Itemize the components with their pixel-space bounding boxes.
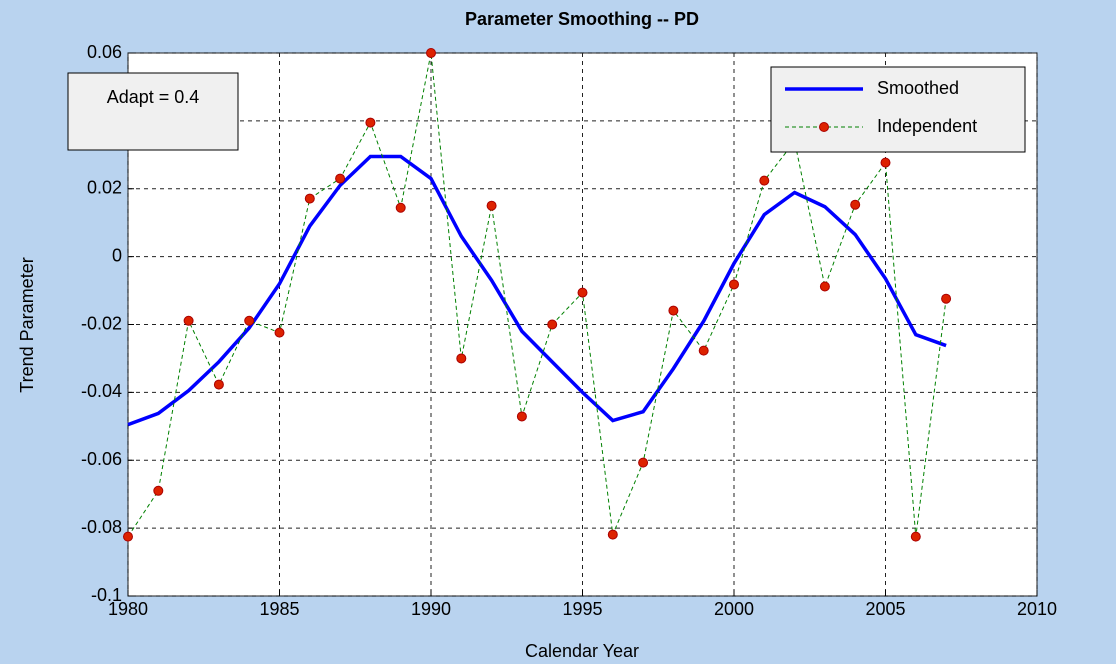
data-point <box>759 175 770 186</box>
data-point <box>941 293 952 304</box>
legend-label: Smoothed <box>877 78 959 98</box>
data-point <box>335 173 346 184</box>
y-tick-label: -0.04 <box>81 381 122 401</box>
data-point <box>638 457 649 468</box>
legend: Smoothed Independent <box>770 66 1026 153</box>
y-tick-label: -0.02 <box>81 313 122 333</box>
y-tick-label: -0.1 <box>91 585 122 605</box>
data-point <box>365 117 376 128</box>
legend-label: Independent <box>877 116 977 136</box>
data-point <box>456 353 467 364</box>
data-point <box>244 315 255 326</box>
data-point <box>153 485 164 496</box>
x-tick-label: 2005 <box>865 599 905 619</box>
x-axis-label: Calendar Year <box>525 641 639 661</box>
x-tick-label: 1990 <box>411 599 451 619</box>
annotation: Adapt = 0.4 <box>107 87 200 107</box>
data-point <box>183 315 194 326</box>
data-point <box>213 379 224 390</box>
data-point <box>668 305 679 316</box>
legend-box <box>770 66 1026 153</box>
x-tick-label: 1980 <box>108 599 148 619</box>
series-line <box>127 154 947 427</box>
data-point <box>729 279 739 290</box>
data-point <box>304 193 315 204</box>
y-tick-label: 0 <box>112 245 122 265</box>
data-point <box>850 199 861 210</box>
y-tick-label: -0.06 <box>81 449 122 469</box>
data-point <box>607 529 618 540</box>
x-tick-label: 1985 <box>259 599 299 619</box>
x-tick-label: 2010 <box>1017 599 1057 619</box>
data-point <box>698 345 709 356</box>
data-point <box>547 319 558 330</box>
data-point <box>274 327 285 338</box>
y-tick-label: 0.06 <box>87 42 122 62</box>
data-point <box>910 531 921 542</box>
data-point <box>819 281 830 292</box>
legend-marker <box>819 122 829 132</box>
chart-title: Parameter Smoothing -- PD <box>465 9 699 29</box>
data-point <box>426 48 436 58</box>
data-point <box>516 411 527 422</box>
y-tick-label: -0.08 <box>81 517 122 537</box>
data-point <box>486 200 497 211</box>
data-point <box>395 202 406 213</box>
x-tick-label: 1995 <box>562 599 602 619</box>
data-point <box>577 287 588 298</box>
data-point <box>123 531 133 542</box>
y-tick-label: 0.02 <box>87 178 122 198</box>
annotation-box <box>67 72 239 151</box>
data-point <box>880 157 891 168</box>
series-line <box>127 52 947 537</box>
x-tick-label: 2000 <box>714 599 754 619</box>
y-axis-label: Trend Parameter <box>17 257 37 392</box>
